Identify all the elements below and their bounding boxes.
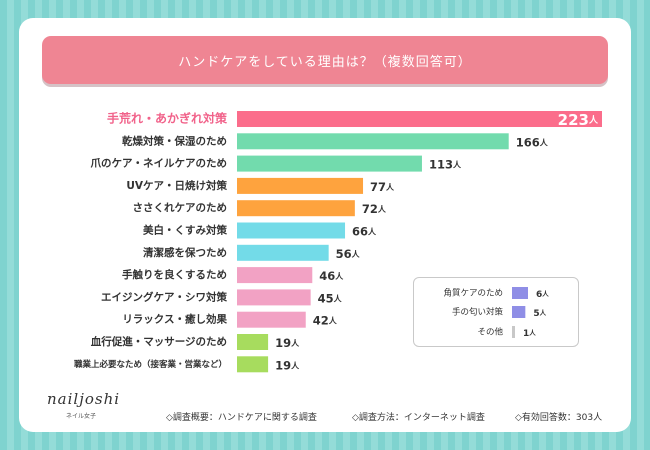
footer-survey: ◇調査概要：ハンドケアに関する調査	[166, 413, 317, 423]
bar-11	[237, 356, 269, 373]
bar-3	[237, 177, 364, 194]
bar-5	[237, 222, 346, 239]
category-label-3: UVケア・日焼け対策	[126, 179, 227, 192]
minor-bar-0	[512, 287, 528, 299]
main-value-label-10: 19人	[275, 336, 300, 350]
category-label-7: 手触りを良くするため	[122, 268, 227, 281]
minor-value-label-2: 1人	[523, 328, 536, 339]
bar-9	[237, 311, 306, 328]
minor-bar-2	[512, 326, 515, 338]
bar-6	[237, 244, 329, 261]
bar-1	[237, 133, 509, 150]
main-value-label-5: 66人	[352, 224, 377, 238]
category-label-10: 血行促進・マッサージのため	[91, 335, 227, 348]
nailjoshi-logo: nailjoshi	[47, 390, 121, 408]
main-value-label-1: 166人	[516, 135, 549, 149]
main-value-label-3: 77人	[370, 179, 395, 193]
category-label-6: 清潔感を保つため	[143, 246, 227, 259]
main-value-label-6: 56人	[336, 246, 361, 260]
main-value-label-11: 19人	[275, 358, 300, 372]
bar-7	[237, 267, 313, 284]
bar-8	[237, 289, 311, 306]
bar-4	[237, 200, 355, 217]
minor-value-label-1: 5人	[533, 308, 546, 319]
main-value-label-8: 45人	[318, 291, 343, 305]
category-label-11: 職業上必要なため（接客業・営業など）	[74, 359, 227, 370]
main-value-label-9: 42人	[313, 313, 338, 327]
category-label-1: 乾燥対策・保湿のため	[122, 134, 227, 147]
main-value-label-7: 46人	[319, 269, 344, 283]
category-label-9: リラックス・癒し効果	[122, 313, 227, 326]
category-label-0: 手荒れ・あかぎれ対策	[107, 111, 228, 126]
main-value-label-0: 223人	[558, 111, 599, 129]
minor-category-label-0: 角質ケアのため	[443, 288, 503, 299]
category-label-8: エイジングケア・シワ対策	[101, 290, 227, 303]
bar-0	[237, 111, 602, 127]
minor-value-label-0: 6人	[536, 289, 549, 300]
footer-method: ◇調査方法：インターネット調査	[352, 413, 485, 423]
minor-category-label-1: 手の匂い対策	[452, 307, 504, 318]
footer-respondents: ◇有効回答数：303人	[515, 413, 603, 423]
main-value-label-2: 113人	[429, 157, 462, 171]
logo-subtitle: ネイル女子	[66, 413, 97, 420]
minor-bar-1	[512, 306, 526, 318]
category-label-4: ささくれケアのため	[133, 202, 228, 214]
category-label-2: 爪のケア・ネイルケアのため	[91, 158, 228, 170]
bar-10	[237, 334, 269, 350]
category-label-5: 美白・くすみ対策	[143, 224, 227, 237]
minor-reasons-box	[413, 277, 579, 347]
main-value-label-4: 72人	[362, 202, 387, 216]
chart-title: ハンドケアをしている理由は？（複数回答可）	[42, 36, 608, 84]
bar-2	[237, 155, 422, 172]
minor-category-label-2: その他	[477, 327, 503, 338]
